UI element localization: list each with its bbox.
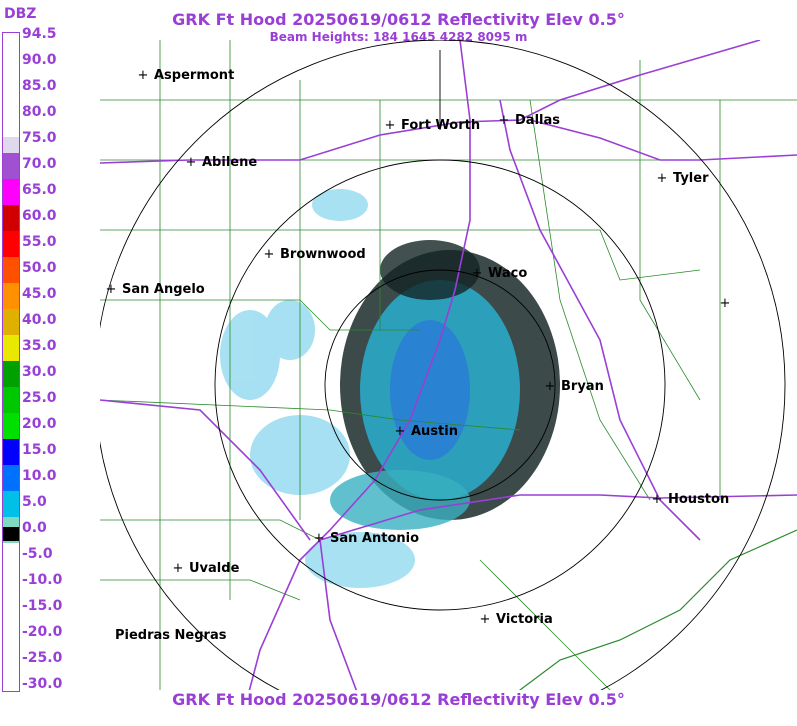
city-houston: + Houston — [651, 492, 730, 507]
legend-tick: -20.0 — [22, 624, 63, 640]
city-tyler: + Tyler — [656, 171, 709, 186]
legend-tick: 0.0 — [22, 520, 47, 536]
city-brownwood: + Brownwood — [263, 247, 366, 262]
legend-tick: 25.0 — [22, 390, 57, 406]
legend-seg-25 — [3, 387, 19, 413]
legend-tick: 5.0 — [22, 494, 47, 510]
legend-tick: -10.0 — [22, 572, 63, 588]
legend-seg-55 — [3, 231, 19, 257]
legend-seg-45 — [3, 283, 19, 309]
city-waco: + Waco — [471, 266, 528, 281]
legend-seg-35 — [3, 335, 19, 361]
legend-tick: 94.5 — [22, 26, 57, 42]
legend-seg-40 — [3, 309, 19, 335]
city-austin: + Austin — [394, 424, 458, 439]
city-piedras-negras: Piedras Negras — [115, 628, 227, 643]
legend-tick: 80.0 — [22, 104, 57, 120]
legend-tick: -25.0 — [22, 650, 63, 666]
legend-tick: 35.0 — [22, 338, 57, 354]
legend-tick: 20.0 — [22, 416, 57, 432]
city-bryan: + Bryan — [544, 379, 604, 394]
legend-seg-5 — [3, 491, 19, 517]
city-abilene: + Abilene — [185, 155, 258, 170]
legend-tick: 75.0 — [22, 130, 57, 146]
echo-light-layer — [220, 189, 415, 588]
city-victoria: + Victoria — [479, 612, 553, 627]
legend-seg-60 — [3, 205, 19, 231]
county-lines — [100, 40, 797, 690]
echo-dense-layer — [330, 240, 560, 530]
legend-tick: 55.0 — [22, 234, 57, 250]
radar-map — [100, 40, 797, 690]
map-title: GRK Ft Hood 20250619/0612 Reflectivity E… — [172, 10, 625, 29]
map-title-bottom: GRK Ft Hood 20250619/0612 Reflectivity E… — [172, 690, 625, 709]
legend-unit: DBZ — [4, 6, 37, 22]
legend-seg-15 — [3, 439, 19, 465]
legend-tick: -30.0 — [22, 676, 63, 692]
legend-seg-minus5 — [3, 527, 19, 541]
range-rings — [100, 40, 786, 690]
legend-tick: 45.0 — [22, 286, 57, 302]
coastline — [518, 529, 797, 690]
legend-tick: 30.0 — [22, 364, 57, 380]
legend-tick: 40.0 — [22, 312, 57, 328]
legend-tick: -15.0 — [22, 598, 63, 614]
legend-tick: 70.0 — [22, 156, 57, 172]
legend-tick: 60.0 — [22, 208, 57, 224]
city-uvalde: + Uvalde — [172, 561, 240, 576]
highways — [100, 40, 797, 690]
legend-seg-70 — [3, 153, 19, 179]
city-fort-worth: + Fort Worth — [384, 118, 481, 133]
legend-tick: 90.0 — [22, 52, 57, 68]
legend-tick: 15.0 — [22, 442, 57, 458]
legend-seg-50 — [3, 257, 19, 283]
legend-tick: 65.0 — [22, 182, 57, 198]
legend-seg-65 — [3, 179, 19, 205]
city-san-angelo: + San Angelo — [105, 282, 205, 297]
color-scale-bar — [2, 32, 20, 692]
legend-seg-20 — [3, 413, 19, 439]
legend-tick: 50.0 — [22, 260, 57, 276]
city-san-antonio: + San Antonio — [313, 531, 420, 546]
legend-seg-30 — [3, 361, 19, 387]
legend-tick: 85.0 — [22, 78, 57, 94]
legend-tick: 10.0 — [22, 468, 57, 484]
legend-seg-10 — [3, 465, 19, 491]
city-marker-unlabeled: + — [719, 296, 731, 311]
city-dallas: + Dallas — [498, 113, 560, 128]
legend-tick: -5.0 — [22, 546, 53, 562]
city-aspermont: + Aspermont — [137, 68, 235, 83]
